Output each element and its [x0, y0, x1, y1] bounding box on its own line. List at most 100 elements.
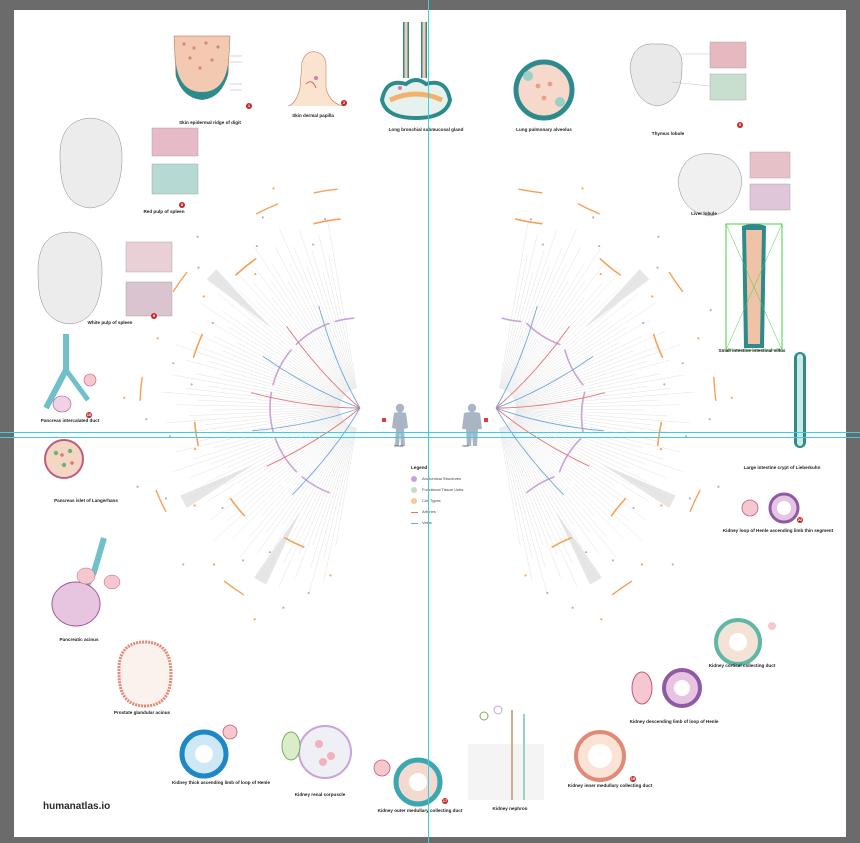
fan-line — [185, 359, 341, 403]
ftu-title-acinus: Pancreatic acinus — [59, 637, 99, 642]
fan-line — [507, 265, 603, 393]
fan-line — [254, 247, 350, 392]
fan-line — [505, 280, 569, 391]
ftu-title-small-villus: Small intestine intestinal villus — [718, 348, 786, 353]
branch-node — [730, 396, 733, 399]
fan-line — [196, 373, 341, 405]
fan-line — [228, 327, 344, 398]
vein-path — [291, 407, 361, 495]
pancreas-duct-illustration — [36, 330, 106, 430]
kidney-outer-illustration — [370, 752, 454, 814]
branch-node — [193, 448, 197, 451]
ftu-title-lung-alveolus: Lung pulmonary alveolus — [516, 127, 572, 132]
branch-node — [599, 272, 602, 276]
fan-line — [206, 319, 343, 399]
fan-line — [501, 270, 534, 389]
large-crypt-illustration — [790, 350, 810, 450]
branch-node — [571, 606, 574, 609]
cell-type-arc — [713, 376, 717, 402]
branch-node — [156, 337, 159, 340]
fan-wedge — [206, 269, 271, 328]
fan-line — [253, 265, 349, 393]
branch-arcs — [139, 188, 717, 596]
fan-line — [514, 331, 666, 400]
fan-line — [219, 411, 341, 433]
fan-line — [181, 410, 341, 434]
cell-type-arc — [155, 489, 167, 512]
vein-path — [495, 305, 538, 409]
fan-line — [255, 299, 347, 394]
ftu-title-lung-gland: Long bronchial submucosal gland — [388, 127, 464, 132]
legend-item-anatomical: Anatomical Structures — [411, 475, 491, 483]
fan-line — [511, 304, 617, 396]
fan-line — [199, 346, 342, 402]
fan-line — [506, 424, 583, 548]
female-figure-icon — [392, 403, 408, 446]
fan-line — [271, 297, 348, 393]
fan-line — [504, 426, 578, 587]
fan-line — [515, 413, 664, 460]
branch-node — [323, 218, 327, 221]
branch-node — [261, 216, 264, 219]
vein-path — [252, 407, 361, 432]
fan-line — [222, 350, 342, 401]
fan-line — [200, 302, 344, 398]
fan-line — [241, 420, 345, 503]
fan-line — [501, 427, 546, 569]
branch-node — [659, 448, 663, 451]
ftu-badge-skin-ridge: 1 — [246, 103, 252, 109]
branch-node — [268, 551, 272, 554]
fan-line — [197, 411, 341, 442]
fan-line — [209, 419, 345, 521]
ftu-title-kidney-thin: Kidney loop of Henle ascending limb thin… — [722, 528, 834, 533]
fan-line — [310, 427, 355, 569]
fan-line — [513, 417, 632, 486]
fan-line — [224, 417, 343, 486]
legend: Legend Anatomical Structures Functional … — [411, 465, 491, 535]
fan-line — [515, 374, 684, 405]
fan-line — [192, 413, 341, 460]
cell-type-arc — [577, 203, 600, 215]
fan-line — [515, 399, 658, 408]
artery-path — [286, 325, 361, 409]
vessel-paths — [250, 305, 606, 495]
fan-wedge — [601, 464, 676, 508]
ftu-title-large-crypt: Large intestine crypt of Lieberkuhn — [743, 465, 821, 470]
fan-line — [189, 408, 341, 416]
fan-line — [513, 416, 649, 483]
kidney-thin-illustration — [740, 486, 808, 532]
branch-node — [253, 618, 256, 621]
fan-line — [224, 419, 344, 503]
branch-node — [282, 606, 285, 609]
fan-line — [212, 408, 341, 411]
ftu-badge-kidney-inner: 19 — [630, 776, 636, 782]
fan-line — [515, 412, 680, 452]
branch-node — [681, 362, 684, 365]
anatomical-arc — [525, 476, 555, 494]
legend-line — [411, 511, 418, 513]
kidney-inner-illustration — [570, 726, 646, 788]
branch-node — [657, 235, 660, 238]
fan-line — [222, 311, 344, 397]
kidney-cortical-illustration — [704, 612, 780, 672]
fan-line — [213, 413, 341, 449]
fan-line — [322, 270, 355, 389]
fan-line — [505, 425, 567, 541]
fan-line — [510, 421, 643, 541]
islet-illustration — [40, 435, 90, 485]
ftu-title-kidney-outer: Kidney outer medullary collecting duct — [377, 808, 463, 813]
anatomical-arc — [269, 391, 274, 433]
fan-line — [507, 280, 586, 392]
ftu-title-prostate: Prostate glandular acinus — [113, 710, 171, 715]
fan-line — [172, 414, 342, 472]
fan-line — [515, 410, 675, 434]
legend-swatch — [411, 487, 417, 493]
branch-node — [193, 504, 196, 507]
fan-line — [500, 427, 533, 558]
ftu-title-liver: Liver lobule — [691, 211, 717, 216]
cell-type-arc — [515, 218, 543, 225]
thymus-illustration — [626, 38, 804, 138]
kidney-corpuscle-illustration — [269, 716, 365, 790]
legend-item-cell: Cell Types — [411, 497, 491, 505]
fan-line — [499, 255, 528, 389]
